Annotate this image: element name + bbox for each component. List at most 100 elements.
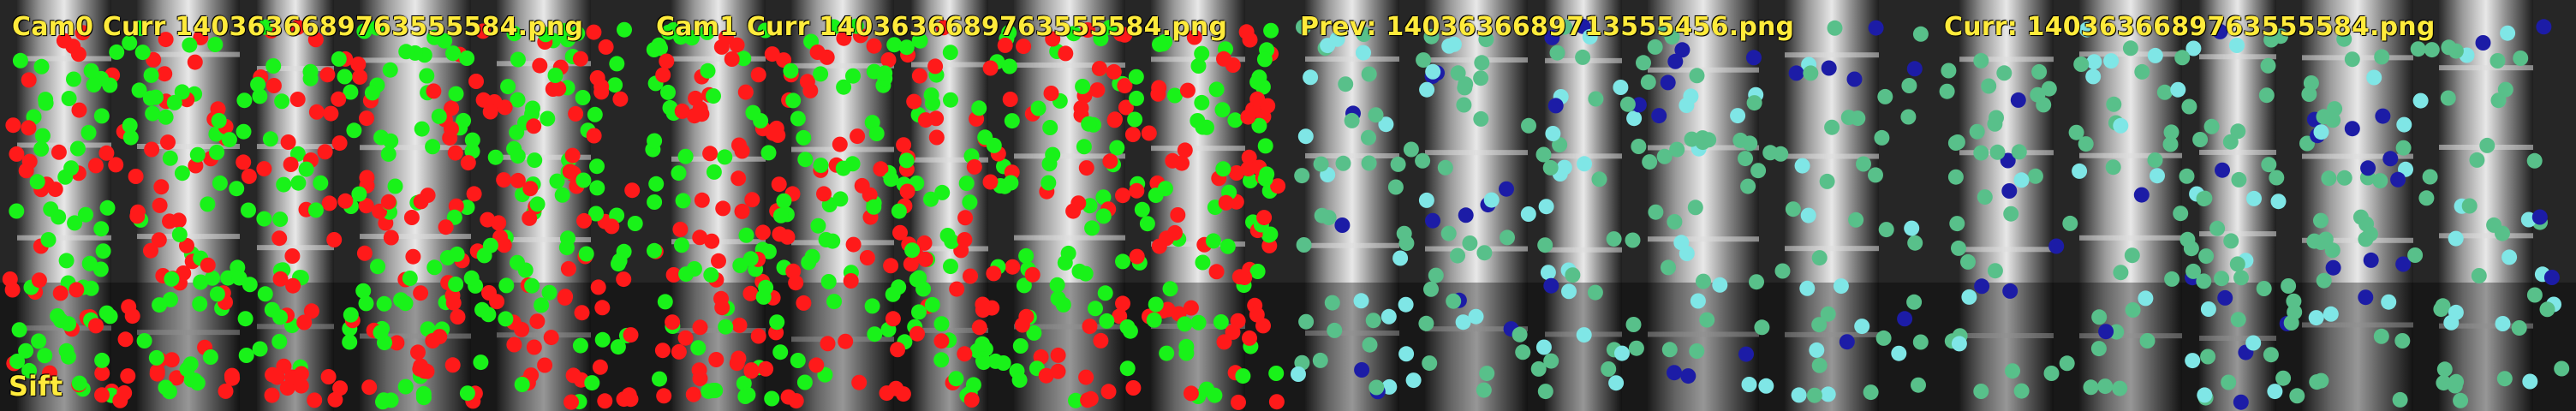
feature-point: [1056, 297, 1071, 313]
feature-point: [776, 194, 791, 209]
feature-point: [688, 91, 703, 106]
feature-point: [271, 334, 287, 349]
feature-point: [263, 131, 278, 146]
feature-point: [1239, 24, 1255, 39]
feature-point: [1174, 156, 1190, 171]
feature-point: [2313, 235, 2329, 250]
feature-point: [496, 172, 511, 188]
feature-point: [986, 265, 1001, 281]
feature-point: [1848, 212, 1863, 228]
feature-point: [62, 91, 77, 106]
feature-point: [2313, 213, 2329, 229]
feature-point: [1588, 92, 1603, 107]
feature-point: [1973, 53, 1989, 68]
feature-point: [2364, 253, 2379, 268]
feature-point: [2289, 388, 2305, 403]
feature-point: [2112, 381, 2127, 396]
feature-point: [647, 243, 662, 259]
feature-point: [342, 335, 357, 350]
feature-point: [1801, 208, 1816, 223]
feature-point: [530, 196, 546, 211]
feature-point: [2036, 97, 2051, 112]
feature-point: [943, 259, 958, 274]
feature-point: [1949, 216, 1965, 231]
feature-point: [307, 392, 322, 408]
feature-point: [498, 311, 513, 326]
feature-point: [975, 302, 991, 318]
feature-point: [1456, 98, 1471, 113]
feature-point: [200, 196, 215, 211]
feature-point: [172, 227, 188, 242]
feature-point: [558, 289, 573, 304]
feature-point: [1876, 331, 1892, 346]
feature-point: [1167, 225, 1183, 241]
feature-point: [450, 247, 465, 262]
feature-point: [1231, 395, 1246, 410]
feature-point: [1076, 139, 1092, 154]
feature-point: [1129, 69, 1144, 85]
panel-title: Curr: 1403636689763555584.png: [1944, 12, 2436, 42]
feature-point: [1749, 274, 1764, 289]
feature-point: [674, 237, 689, 253]
feature-point: [769, 314, 784, 330]
feature-point: [575, 173, 591, 188]
feature-point: [652, 372, 667, 387]
feature-point: [542, 285, 558, 301]
feature-point: [703, 267, 719, 283]
feature-point: [1822, 61, 1837, 76]
feature-point: [1515, 344, 1530, 360]
feature-point: [125, 308, 140, 324]
feature-point: [88, 158, 104, 173]
feature-point: [2532, 210, 2548, 225]
feature-point: [276, 177, 291, 193]
feature-point: [1334, 217, 1350, 233]
feature-point: [273, 271, 289, 287]
feature-point: [1259, 166, 1274, 182]
feature-point: [2497, 371, 2513, 386]
feature-point: [2215, 163, 2230, 178]
feature-point: [1952, 336, 1967, 351]
feature-point: [236, 92, 252, 108]
feature-point: [1824, 120, 1840, 135]
feature-point: [1418, 316, 1434, 331]
feature-point: [426, 259, 442, 275]
feature-point: [116, 385, 132, 401]
feature-point: [2317, 109, 2332, 124]
feature-point: [1476, 245, 1492, 260]
feature-point: [212, 176, 228, 191]
feature-point: [1565, 267, 1580, 283]
feature-point: [1696, 274, 1711, 289]
feature-point: [96, 243, 111, 259]
feature-point: [865, 298, 880, 313]
pipe-band: [1785, 246, 1879, 251]
feature-point: [2393, 392, 2408, 408]
feature-point: [1732, 133, 1748, 148]
feature-point: [2163, 137, 2179, 152]
feature-point: [880, 385, 895, 401]
feature-point: [2321, 170, 2336, 186]
feature-point: [997, 179, 1012, 194]
feature-point: [1651, 108, 1667, 123]
feature-point: [272, 211, 288, 227]
feature-point: [337, 194, 353, 209]
feature-point: [162, 213, 177, 229]
feature-point: [975, 337, 990, 352]
feature-point: [72, 376, 87, 391]
feature-point: [962, 194, 977, 210]
feature-point: [1391, 157, 1406, 172]
feature-point: [1051, 348, 1066, 363]
feature-point: [2002, 283, 2018, 299]
panel-title: Cam0 Curr 1403636689763555584.png: [12, 12, 583, 42]
feature-point: [832, 137, 848, 152]
feature-point: [1601, 361, 1616, 377]
feature-point: [959, 176, 975, 191]
feature-point: [883, 171, 898, 187]
feature-point: [2554, 361, 2569, 377]
feature-point: [983, 61, 999, 76]
feature-point: [460, 385, 475, 401]
feature-point: [1856, 157, 1871, 172]
feature-point: [2126, 302, 2141, 318]
feature-point: [377, 296, 392, 312]
feature-point: [1109, 140, 1124, 156]
feature-point: [1142, 126, 1157, 141]
